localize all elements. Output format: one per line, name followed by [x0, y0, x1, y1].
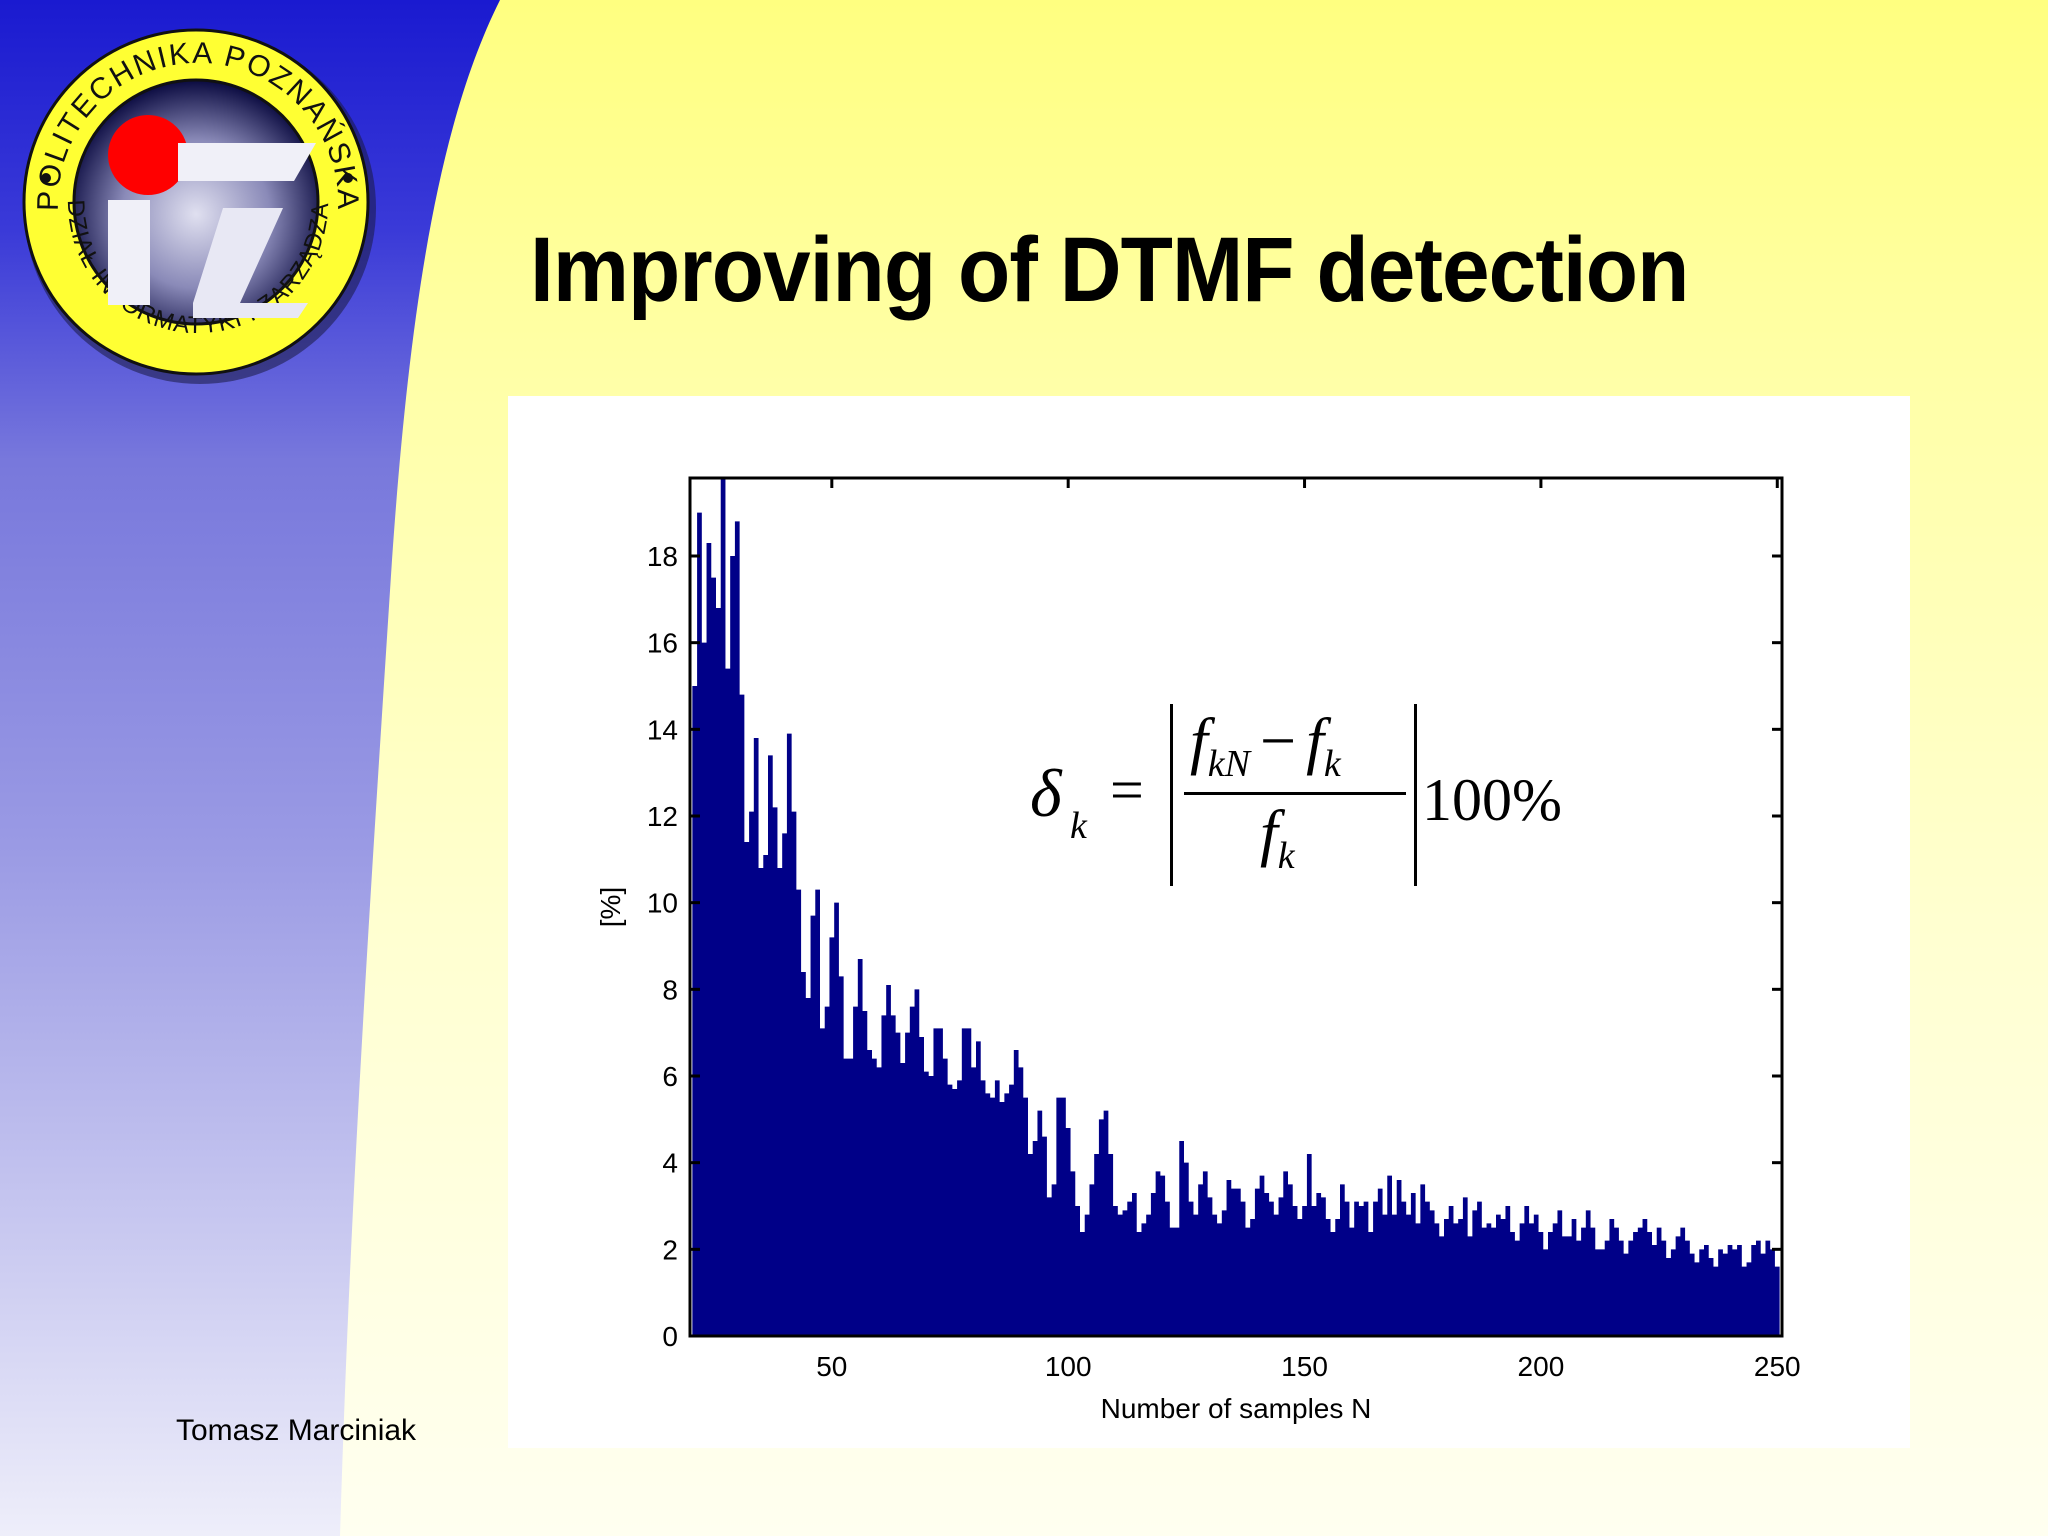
histogram-bars	[692, 478, 1780, 1336]
x-tick-label: 50	[816, 1351, 847, 1382]
x-tick-label: 200	[1518, 1351, 1565, 1382]
x-tick-label: 150	[1281, 1351, 1328, 1382]
y-tick-label: 12	[647, 801, 678, 832]
formula-delta-subscript: k	[1070, 805, 1087, 847]
university-logo: POLITECHNIKA POZNAŃSKA WYDZIAŁ INFORMATY…	[18, 18, 376, 384]
y-tick-label: 4	[662, 1148, 678, 1179]
x-tick-label: 100	[1045, 1351, 1092, 1382]
plot-frame	[688, 476, 1784, 1338]
y-tick-label: 0	[662, 1321, 678, 1352]
y-tick-label: 16	[647, 628, 678, 659]
formula-equals: =	[1110, 757, 1144, 823]
y-tick-label: 2	[662, 1234, 678, 1265]
abs-bar-right	[1414, 704, 1417, 886]
chart-container: 0 2 4 6 8 10 12 14 16 18 50 100 150 200 250 Number of s…	[508, 396, 1910, 1448]
abs-bar-left	[1170, 704, 1173, 886]
y-tick-label: 14	[647, 714, 678, 745]
formula-numerator: fkN − fk	[1190, 705, 1341, 785]
y-axis-label: [%]	[595, 887, 626, 927]
formula-denominator: fk	[1260, 797, 1295, 877]
y-tick-label: 6	[662, 1061, 678, 1092]
x-axis-label: Number of samples N	[1101, 1393, 1372, 1424]
x-tick-label: 250	[1754, 1351, 1801, 1382]
footer-author: Tomasz Marciniak	[176, 1414, 417, 1447]
formula-delta: δ	[1030, 755, 1062, 831]
slide-title: Improving of DTMF detection	[530, 219, 1689, 321]
y-tick-label: 10	[647, 888, 678, 919]
error-formula: δ k = fkN − fk fk 100%	[1030, 704, 1590, 894]
histogram-chart: 0 2 4 6 8 10 12 14 16 18 50 100 150 200 250 Number of s…	[595, 476, 1801, 1424]
formula-percent: 100%	[1422, 767, 1562, 833]
y-tick-label: 18	[647, 541, 678, 572]
y-tick-label: 8	[662, 974, 678, 1005]
fraction-line	[1184, 792, 1406, 795]
